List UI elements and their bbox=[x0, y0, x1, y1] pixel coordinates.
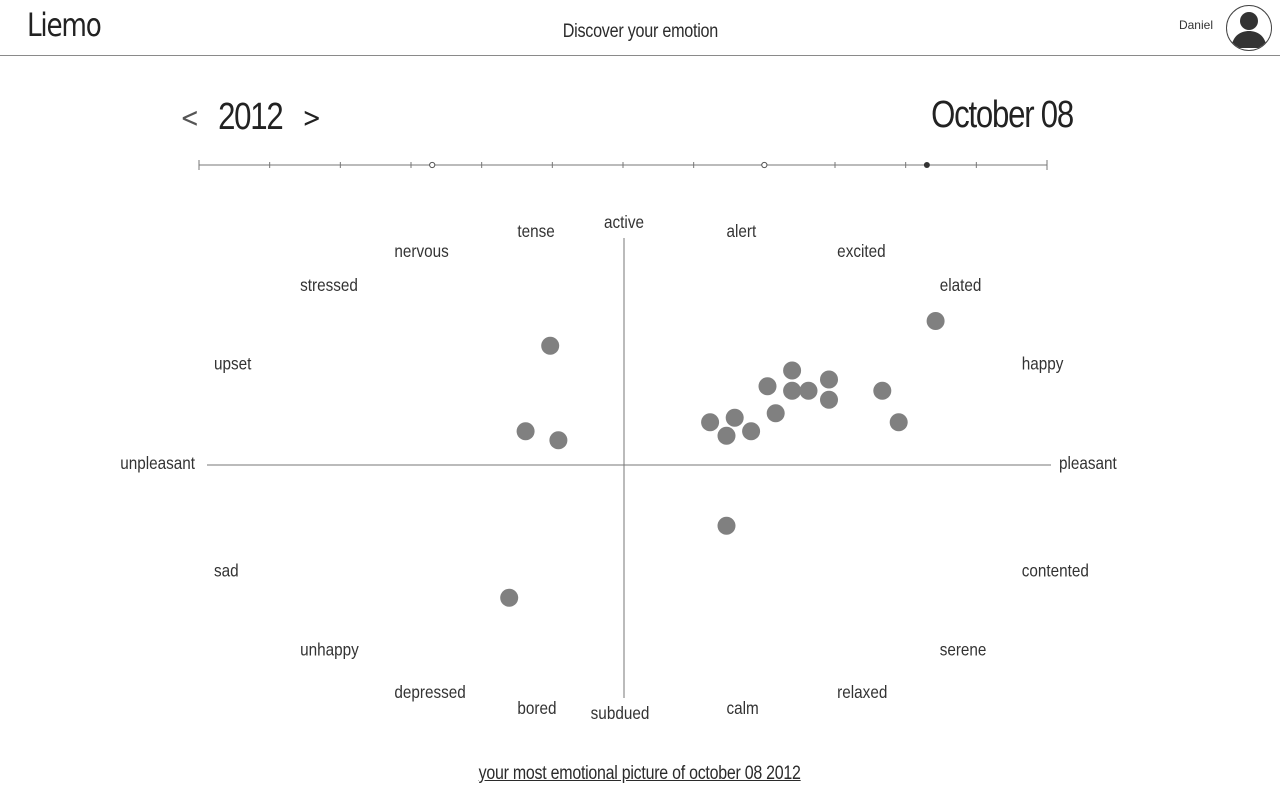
user-avatar-icon[interactable] bbox=[1226, 5, 1272, 51]
emotion-entry-point[interactable] bbox=[717, 516, 736, 535]
emotion-entry-point[interactable] bbox=[541, 336, 560, 355]
emotion-label: nervous bbox=[394, 241, 448, 261]
timeline-entry-marker[interactable] bbox=[429, 161, 436, 169]
emotion-entry-point[interactable] bbox=[701, 413, 720, 432]
app-header: Liemo Discover your emotion Daniel bbox=[0, 0, 1280, 56]
emotion-label: happy bbox=[1022, 354, 1064, 374]
page-subtitle-text: Discover your emotion bbox=[562, 21, 718, 42]
emotion-entry-point[interactable] bbox=[926, 312, 945, 330]
axis-label-right: pleasant bbox=[1059, 453, 1117, 473]
emotion-entry-point[interactable] bbox=[516, 422, 535, 441]
year-navigation: < 2012 > bbox=[178, 94, 323, 140]
emotion-label: alert bbox=[727, 221, 757, 241]
user-name[interactable]: Daniel bbox=[1178, 18, 1213, 32]
year-label: 2012 bbox=[218, 95, 285, 138]
emotion-label: serene bbox=[940, 639, 987, 659]
emotion-label: depressed bbox=[394, 682, 465, 702]
emotion-entry-point[interactable] bbox=[820, 370, 838, 389]
emotion-entry-point[interactable] bbox=[820, 390, 838, 409]
page-subtitle: Discover your emotion bbox=[0, 21, 1280, 43]
emotion-label: contented bbox=[1022, 561, 1089, 581]
emotional-picture-link[interactable]: your most emotional picture of october 0… bbox=[478, 763, 801, 784]
timeline-entry-marker[interactable] bbox=[761, 161, 768, 169]
emotion-entry-point[interactable] bbox=[799, 381, 818, 400]
selected-date-label: October 08 bbox=[931, 94, 1074, 136]
emotion-label: relaxed bbox=[837, 682, 887, 702]
emotion-entry-point[interactable] bbox=[783, 361, 802, 380]
axis-label-bottom: subdued bbox=[591, 703, 650, 723]
emotion-entry-point[interactable] bbox=[549, 431, 568, 450]
app-logo[interactable]: Liemo bbox=[27, 6, 102, 44]
emotion-label: excited bbox=[837, 241, 885, 261]
emotion-label: sad bbox=[214, 561, 239, 581]
emotion-label: stressed bbox=[300, 275, 358, 295]
emotion-label: calm bbox=[727, 698, 759, 718]
emotion-entry-point[interactable] bbox=[725, 408, 744, 427]
emotion-label: elated bbox=[940, 275, 982, 295]
next-year-button[interactable]: > bbox=[302, 100, 322, 134]
timeline-selected-marker[interactable] bbox=[923, 162, 930, 168]
emotion-entry-point[interactable] bbox=[742, 422, 761, 441]
emotion-entry-point[interactable] bbox=[758, 377, 777, 396]
emotion-label: bored bbox=[517, 698, 556, 718]
emotion-label: upset bbox=[214, 354, 252, 374]
emotion-entry-point[interactable] bbox=[873, 381, 892, 400]
emotion-entry-point[interactable] bbox=[717, 426, 736, 445]
footer: your most emotional picture of october 0… bbox=[0, 763, 1280, 785]
emotion-label: tense bbox=[517, 221, 554, 241]
emotion-entry-point[interactable] bbox=[766, 404, 785, 423]
axis-label-left: unpleasant bbox=[120, 453, 195, 473]
emotion-entry-point[interactable] bbox=[783, 381, 802, 400]
axis-label-top: active bbox=[604, 212, 644, 232]
emotion-entry-point[interactable] bbox=[889, 413, 908, 432]
avatar-silhouette-icon bbox=[1231, 12, 1267, 48]
emotion-label: unhappy bbox=[300, 639, 359, 659]
emotion-entry-point[interactable] bbox=[500, 588, 519, 607]
previous-year-button[interactable]: < bbox=[180, 100, 200, 134]
